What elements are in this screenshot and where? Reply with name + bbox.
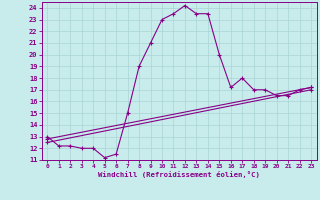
X-axis label: Windchill (Refroidissement éolien,°C): Windchill (Refroidissement éolien,°C) (98, 171, 260, 178)
